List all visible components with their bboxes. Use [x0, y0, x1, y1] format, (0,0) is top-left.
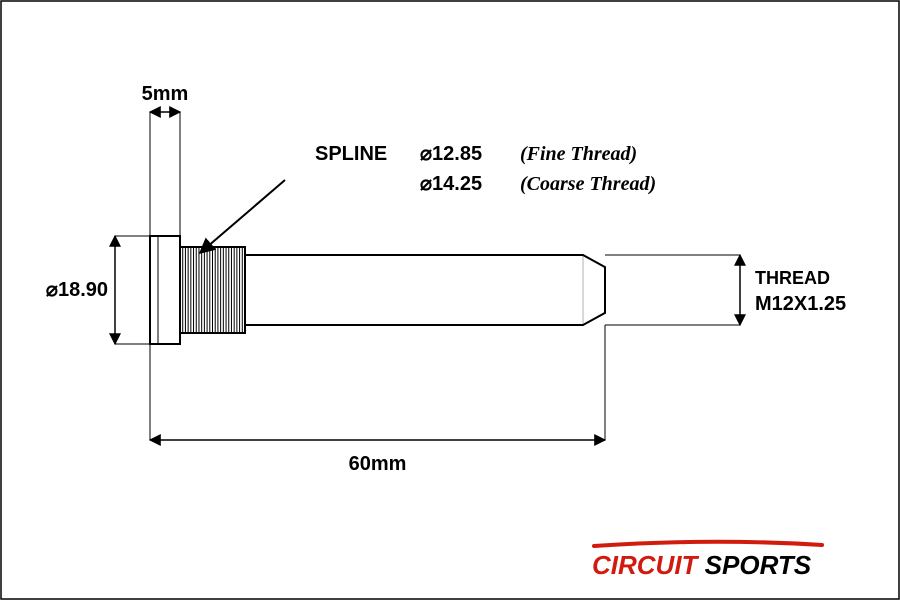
svg-text:CIRCUIT SPORTS: CIRCUIT SPORTS [592, 550, 812, 580]
logo-svg: CIRCUIT SPORTS [592, 536, 872, 582]
thread-title: THREAD [755, 268, 830, 288]
logo-right-text: SPORTS [705, 550, 812, 580]
wheel-stud-part [150, 236, 605, 344]
logo-left-text: CIRCUIT [592, 550, 700, 580]
dim-overall-length: 60mm [349, 453, 407, 475]
brand-logo: CIRCUIT SPORTS [592, 536, 872, 582]
spline-note-0: (Fine Thread) [520, 143, 637, 165]
spline-dia-1: ⌀14.25 [420, 173, 482, 195]
stud-head [150, 236, 180, 344]
spline-dia-0: ⌀12.85 [420, 143, 482, 165]
engineering-drawing: CIRCUIT SPORTS 5mm ⌀18.90 60mm SPLINE ⌀12.8… [0, 0, 900, 600]
spline-title: SPLINE [315, 143, 387, 165]
dim-label: 5mm [142, 83, 189, 105]
stud-shaft [245, 255, 605, 325]
dim-label: ⌀18.90 [46, 279, 108, 301]
spline-note-1: (Coarse Thread) [520, 173, 656, 195]
logo-swoosh-icon [594, 542, 822, 546]
thread-spec: M12X1.25 [755, 293, 846, 315]
spline-leader [200, 180, 285, 253]
